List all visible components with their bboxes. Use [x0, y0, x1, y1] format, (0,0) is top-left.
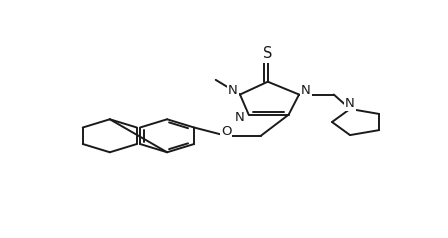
Text: O: O	[221, 125, 231, 138]
Text: S: S	[263, 46, 272, 61]
Text: N: N	[345, 97, 355, 110]
Text: N: N	[228, 84, 238, 97]
Text: N: N	[235, 111, 245, 124]
Text: N: N	[301, 84, 311, 97]
